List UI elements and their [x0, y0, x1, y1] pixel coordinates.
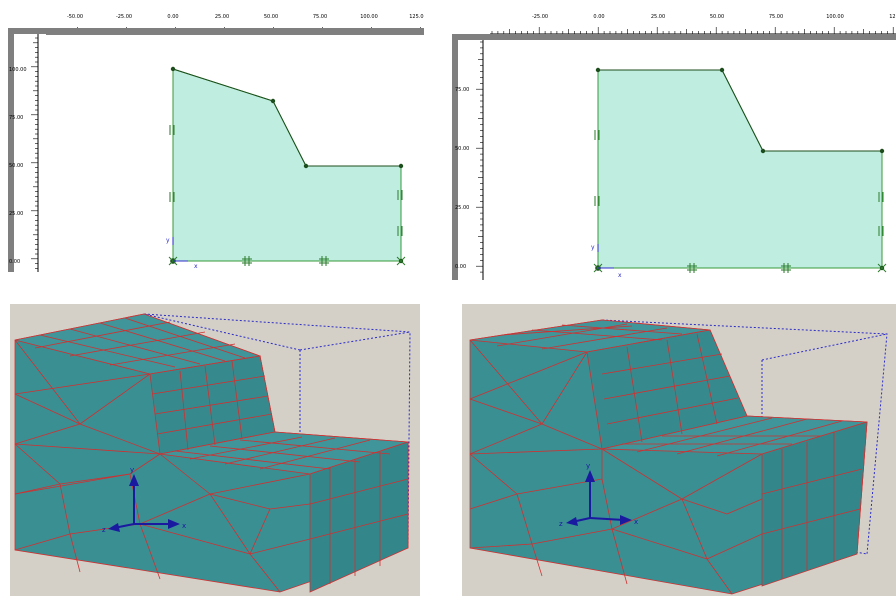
ruler-y-label: 50.00	[455, 146, 469, 152]
ruler-x-label: 25.00	[215, 14, 229, 20]
coordinate-axes-icon: y z x	[102, 466, 186, 534]
ruler-y-label: 0.00	[455, 264, 466, 270]
mesh-canvas-right[interactable]: y z x	[462, 304, 896, 596]
ruler-y-label: 0.00	[9, 259, 20, 265]
ruler-x-label: 125.00	[409, 14, 424, 20]
geometry-canvas-left[interactable]: -50.00 -25.00 0.00 25.00 50.00 75.00 100.00 125…	[8, 0, 424, 272]
geometry-canvas-right[interactable]: -25.00 0.00 25.00 50.00 75.00 100.00 125 75.00…	[452, 0, 896, 280]
ruler-y-label: 25.00	[455, 205, 469, 211]
mesh-3d-view-left[interactable]: y z x	[10, 304, 420, 596]
ruler-x-label: 75.00	[313, 14, 327, 20]
axis-x-label: x	[194, 263, 198, 270]
ruler-x-label: 75.00	[769, 14, 783, 20]
frame-top-bar	[8, 28, 424, 34]
origin-axes-icon: y x	[591, 244, 622, 279]
mesh-3d-view-right[interactable]: y z x	[462, 304, 896, 596]
ruler-x-label: 100.00	[360, 14, 378, 20]
axis-x-label: x	[634, 518, 638, 526]
axis-x-label: x	[182, 522, 186, 530]
geometry-view-left[interactable]: -50.00 -25.00 0.00 25.00 50.00 75.00 100.00 125…	[8, 0, 424, 272]
frame-left-bar	[8, 28, 14, 272]
axis-z-label: z	[102, 526, 106, 534]
ruler-x-label: 125	[889, 14, 896, 20]
axis-y-label: y	[586, 462, 590, 470]
ruler-x-label: 25.00	[651, 14, 665, 20]
coordinate-axes-icon: y z x	[559, 462, 638, 528]
ruler-x-label: -25.00	[532, 14, 548, 20]
left-ruler-ticks: 100.00 75.00 50.00 25.00 0.00	[9, 37, 38, 269]
ruler-x-label: 0.00	[593, 14, 604, 20]
ruler-x-label: 0.00	[167, 14, 178, 20]
ruler-y-label: 75.00	[455, 87, 469, 93]
frame-left-bar	[452, 34, 458, 280]
geometry-view-right[interactable]: -25.00 0.00 25.00 50.00 75.00 100.00 125 75.00…	[452, 0, 896, 280]
finite-element-mesh[interactable]	[469, 319, 868, 595]
axis-y-label: y	[166, 237, 170, 244]
ruler-x-label: -50.00	[67, 14, 83, 20]
ruler-y-label: 25.00	[9, 211, 23, 217]
ruler-y-label: 50.00	[9, 163, 23, 169]
axis-y-label: y	[591, 244, 595, 251]
axis-x-label: x	[618, 272, 622, 279]
ruler-x-label: 50.00	[264, 14, 278, 20]
fixity-marks	[593, 130, 887, 273]
mesh-canvas-left[interactable]: y z x	[10, 304, 420, 596]
ruler-y-label: 100.00	[9, 67, 27, 73]
ruler-y-label: 75.00	[9, 115, 23, 121]
ruler-x-label: 50.00	[710, 14, 724, 20]
origin-axes-icon: y x	[166, 237, 198, 270]
axis-z-label: z	[559, 520, 563, 528]
frame-top-bar	[452, 34, 896, 40]
ruler-x-label: 100.00	[826, 14, 844, 20]
axis-y-label: y	[130, 466, 134, 474]
finite-element-mesh[interactable]	[14, 313, 409, 593]
ruler-x-label: -25.00	[116, 14, 132, 20]
